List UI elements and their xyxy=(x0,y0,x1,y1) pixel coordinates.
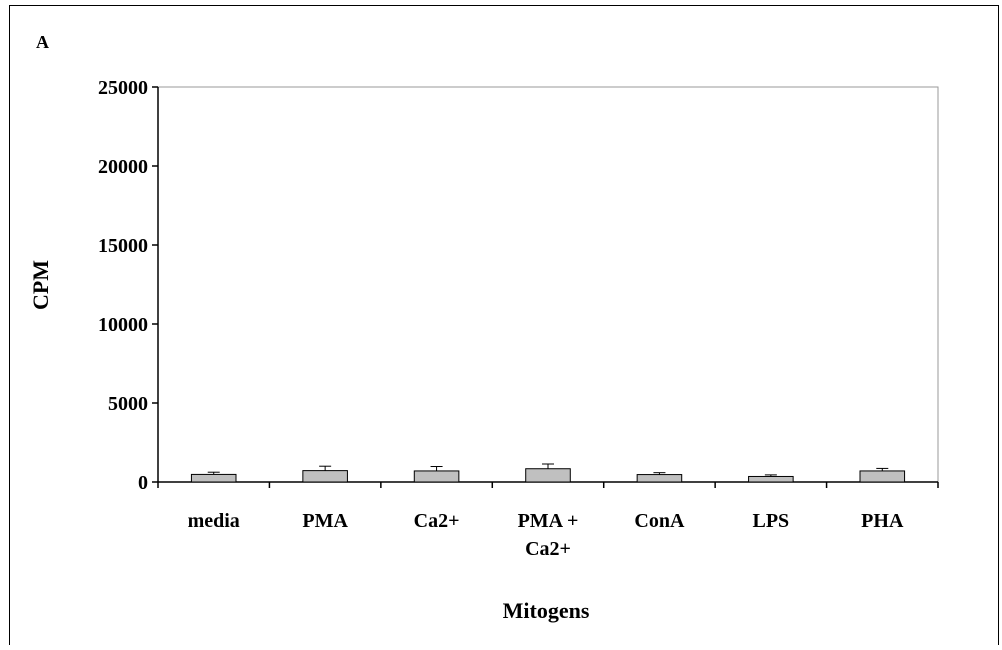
bar xyxy=(636,474,683,483)
y-tick-label: 20000 xyxy=(98,156,148,178)
bar xyxy=(190,473,237,483)
x-tick-label: Ca2+ xyxy=(414,510,460,532)
x-tick-label: PMA + xyxy=(518,510,579,532)
panel-label: A xyxy=(36,32,49,52)
plot-area-border xyxy=(157,86,939,483)
y-axis: 0 5000 10000 15000 20000 25000 xyxy=(98,77,159,494)
y-tick-label: 5000 xyxy=(108,393,148,415)
bar xyxy=(413,470,460,483)
figure-frame xyxy=(9,5,999,645)
y-tick-label: 10000 xyxy=(98,314,148,336)
y-tick-label: 15000 xyxy=(98,235,148,257)
bar xyxy=(525,468,571,483)
x-axis: media PMA Ca2+ PMA + Ca2+ ConA LPS PHA xyxy=(157,481,939,560)
x-axis-label: Mitogens xyxy=(503,598,590,623)
y-tick-label: 25000 xyxy=(98,77,148,99)
x-tick-label: Ca2+ xyxy=(525,538,571,560)
x-tick-label: LPS xyxy=(753,510,790,532)
bars xyxy=(190,463,906,483)
x-tick-label: media xyxy=(188,510,240,532)
x-tick-label: PHA xyxy=(861,510,904,532)
y-axis-label: CPM xyxy=(28,260,53,310)
bar xyxy=(302,470,348,483)
bar xyxy=(748,475,794,483)
y-tick-label: 0 xyxy=(138,472,148,494)
x-tick-label: ConA xyxy=(634,510,685,532)
bar xyxy=(859,470,906,483)
x-tick-label: PMA xyxy=(302,510,348,532)
